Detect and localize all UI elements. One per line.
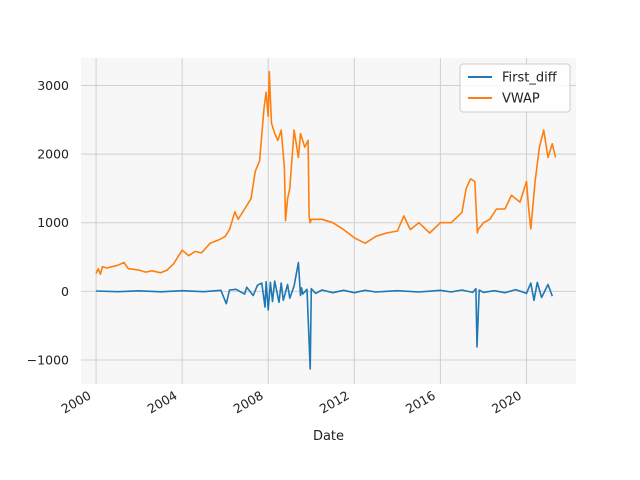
x-axis-label: Date xyxy=(313,429,344,444)
x-tick-label: 2016 xyxy=(403,388,438,417)
series-line-first-diff xyxy=(96,261,554,370)
x-tick-label: 2020 xyxy=(489,388,524,417)
y-tick-label: 2000 xyxy=(37,147,69,162)
y-tick-label: −1000 xyxy=(27,352,69,367)
y-axis-ticks: −1000 0 1000 2000 3000 xyxy=(27,78,69,368)
legend: First_diff VWAP xyxy=(459,63,571,113)
series-lines xyxy=(95,70,557,370)
y-tick-label: 3000 xyxy=(37,78,69,93)
x-axis-ticks: 2000 2004 2008 2012 2016 2020 xyxy=(59,388,525,417)
x-tick-label: 2004 xyxy=(145,388,180,417)
series-line-vwap xyxy=(95,70,557,276)
y-tick-label: 1000 xyxy=(37,215,69,230)
legend-label: VWAP xyxy=(502,92,540,107)
y-tick-label: 0 xyxy=(61,284,69,299)
legend-label: First_diff xyxy=(502,71,558,86)
x-tick-label: 2000 xyxy=(59,388,94,417)
x-tick-label: 2012 xyxy=(317,388,352,417)
x-tick-label: 2008 xyxy=(231,388,266,417)
